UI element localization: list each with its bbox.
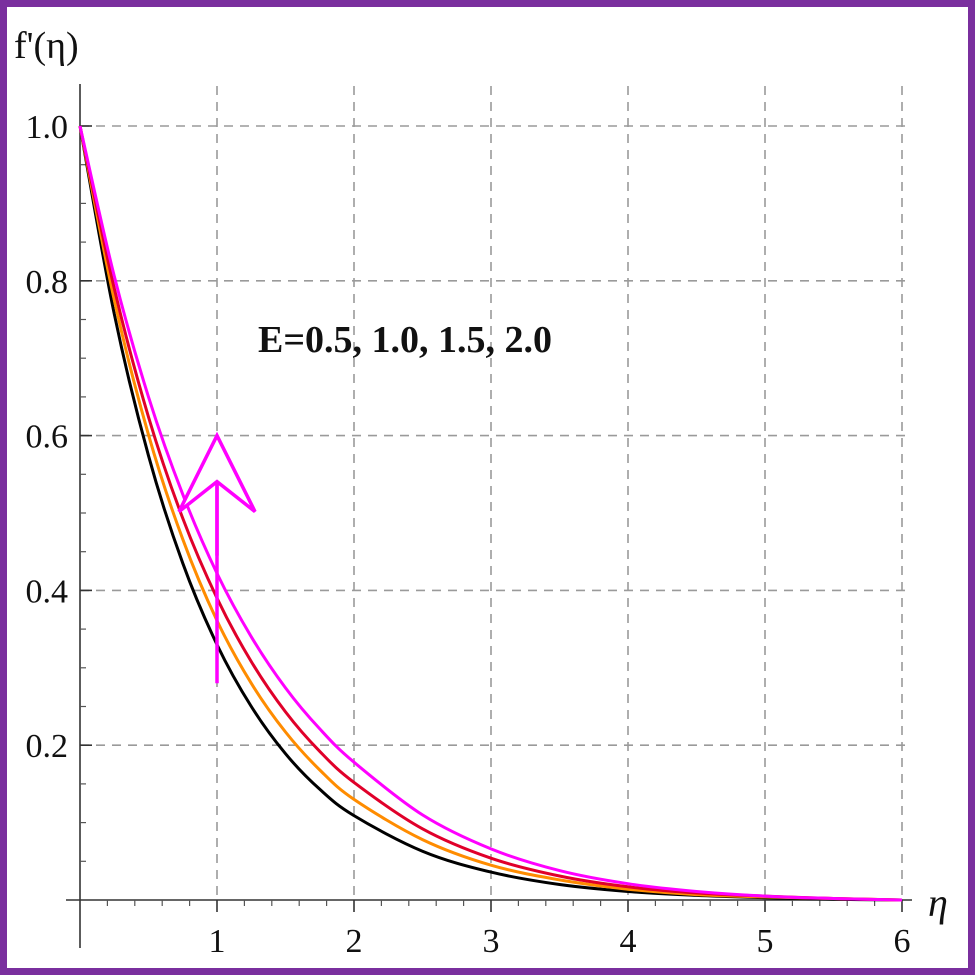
grid <box>80 86 912 900</box>
y-tick-label: 0.2 <box>26 728 69 765</box>
x-axis-label: η <box>928 880 948 925</box>
series-line-3 <box>78 125 903 902</box>
arrow-head <box>177 431 257 513</box>
y-axis-label: f'(η) <box>14 25 79 67</box>
x-tick-label: 4 <box>620 923 637 960</box>
series-line-1 <box>78 125 903 902</box>
x-tick-label: 3 <box>483 923 500 960</box>
parameter-annotation: E=0.5, 1.0, 1.5, 2.0 <box>258 319 552 361</box>
axes <box>66 84 912 948</box>
series-lines <box>78 125 903 902</box>
y-tick-label: 0.8 <box>26 264 69 301</box>
series-line-4 <box>78 125 903 902</box>
x-tick-labels: 1 2 3 4 5 6 <box>209 923 911 960</box>
y-tick-label: 0.6 <box>26 419 69 456</box>
y-tick-labels: 0.2 0.4 0.6 0.8 1.0 <box>26 109 69 765</box>
series-line-2 <box>78 125 903 902</box>
x-tick-label: 2 <box>346 923 363 960</box>
minor-ticks <box>80 125 903 912</box>
x-tick-label: 5 <box>757 923 774 960</box>
x-tick-label: 1 <box>209 923 226 960</box>
y-tick-label: 0.4 <box>26 573 69 610</box>
direction-arrow <box>177 431 257 684</box>
x-tick-label: 6 <box>894 923 911 960</box>
y-tick-label: 1.0 <box>26 109 69 146</box>
